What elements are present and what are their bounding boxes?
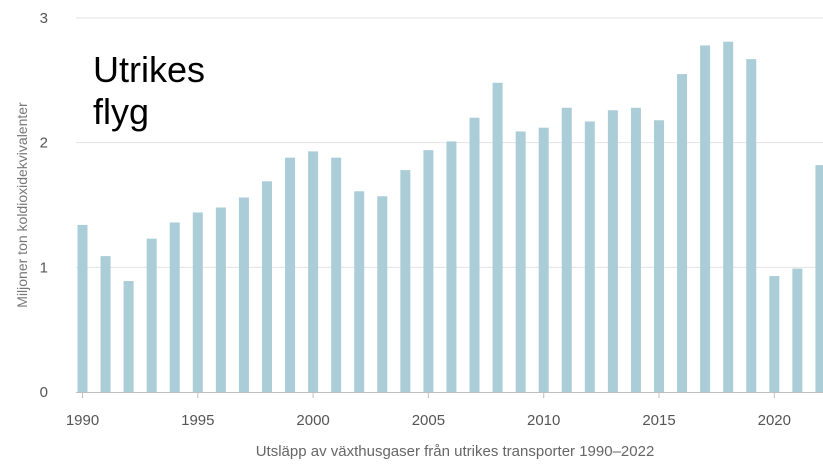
x-tick-label: 2005: [412, 412, 445, 429]
bar-2012: [585, 121, 595, 392]
bar-2008: [493, 83, 503, 392]
chart-title-line-1: Utrikes: [93, 49, 205, 90]
x-tick-label: 1995: [181, 412, 214, 429]
y-axis-label: Miljoner ton koldioxidekvivalenter: [14, 102, 30, 308]
x-tick-label: 2000: [296, 412, 329, 429]
bar-2017: [700, 45, 710, 392]
bar-1998: [262, 181, 272, 392]
bar-2011: [562, 108, 572, 392]
bar-1990: [78, 225, 88, 392]
bar-2006: [446, 141, 456, 392]
x-axis-label: Utsläpp av växthusgaser från utrikes tra…: [256, 443, 655, 460]
y-tick-label: 2: [40, 135, 48, 152]
bar-2014: [631, 108, 641, 392]
bar-2004: [400, 170, 410, 392]
bar-2015: [654, 120, 664, 392]
x-tick-label: 1990: [66, 412, 99, 429]
bar-2018: [723, 42, 733, 392]
bar-1994: [170, 222, 180, 392]
bar-1999: [285, 158, 295, 392]
x-tick-label: 2010: [527, 412, 560, 429]
bars: [78, 42, 823, 392]
bar-1997: [239, 198, 249, 392]
y-tick-label: 3: [40, 10, 48, 27]
bar-2021: [792, 269, 802, 392]
bar-2003: [377, 196, 387, 392]
y-tick-label: 0: [40, 384, 48, 401]
bar-2016: [677, 74, 687, 392]
bar-1993: [147, 239, 157, 392]
bar-2020: [769, 276, 779, 392]
bar-1992: [124, 281, 134, 392]
bar-2022: [815, 165, 823, 392]
bar-2002: [354, 191, 364, 392]
bar-2001: [331, 158, 341, 392]
bar-2019: [746, 59, 756, 392]
bar-2013: [608, 110, 618, 392]
x-tick-label: 2015: [642, 412, 675, 429]
bar-2010: [539, 128, 549, 392]
bar-2000: [308, 151, 318, 392]
bar-1991: [101, 256, 111, 392]
y-tick-label: 1: [40, 259, 48, 276]
bar-1996: [216, 207, 226, 392]
bar-1995: [193, 212, 203, 392]
chart-title-line-2: flyg: [93, 91, 149, 132]
bar-2005: [423, 150, 433, 392]
bar-2009: [516, 131, 526, 392]
x-tick-label: 2020: [758, 412, 791, 429]
bar-2007: [470, 118, 480, 392]
